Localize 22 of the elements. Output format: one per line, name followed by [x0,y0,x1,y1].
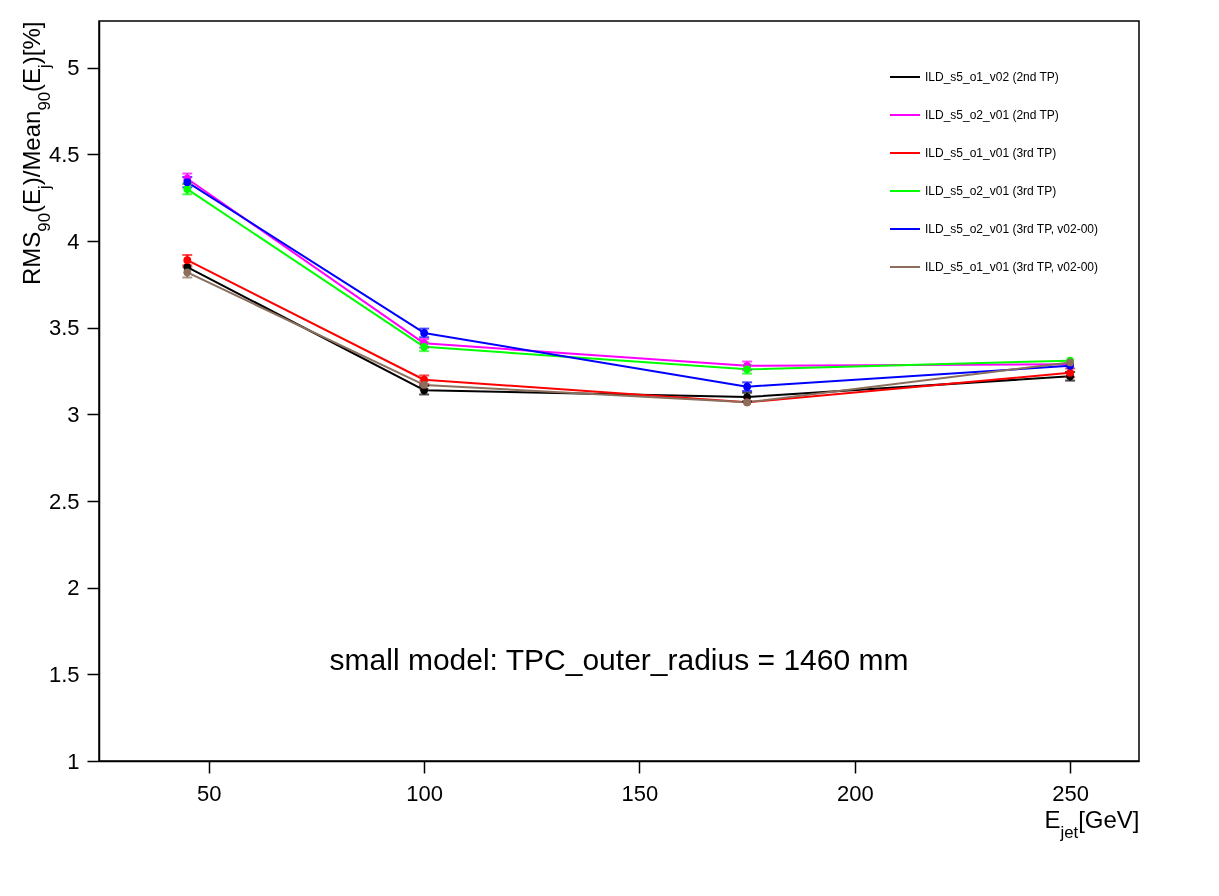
y-tick-label: 5 [67,55,80,81]
y-tick-label: 4.5 [48,141,80,167]
x-axis-title: E$_{jet}$[GeV] [1044,805,1140,841]
legend-label: ILD_s5_o2_v01 (3rd TP) [925,184,1057,198]
x-tick-label: 250 [1052,780,1089,806]
x-tick-label: 200 [836,780,874,806]
x-tick-label: 150 [621,780,659,806]
y-tick-label: 1.5 [48,661,80,687]
legend-label: ILD_s5_o2_v01 (2nd TP) [925,108,1059,122]
y-tick-label: 4 [67,228,80,254]
x-tick-label: 100 [406,780,443,806]
y-tick-label: 3.5 [48,315,80,341]
legend-label: ILD_s5_o1_v01 (3rd TP) [925,146,1057,160]
legend-label: ILD_s5_o1_v02 (2nd TP) [925,70,1059,84]
x-tick-label: 50 [197,780,222,806]
y-tick-label: 2.5 [48,488,80,514]
annotation: small model: TPC_outer_radius = 1460 mm [329,643,909,677]
y-tick-label: 3 [67,401,80,427]
y-tick-label: 1 [67,748,80,774]
legend-label: ILD_s5_o1_v01 (3rd TP, v02-00) [925,260,1098,274]
legend-label: ILD_s5_o2_v01 (3rd TP, v02-00) [925,222,1098,236]
y-tick-label: 2 [67,575,80,601]
